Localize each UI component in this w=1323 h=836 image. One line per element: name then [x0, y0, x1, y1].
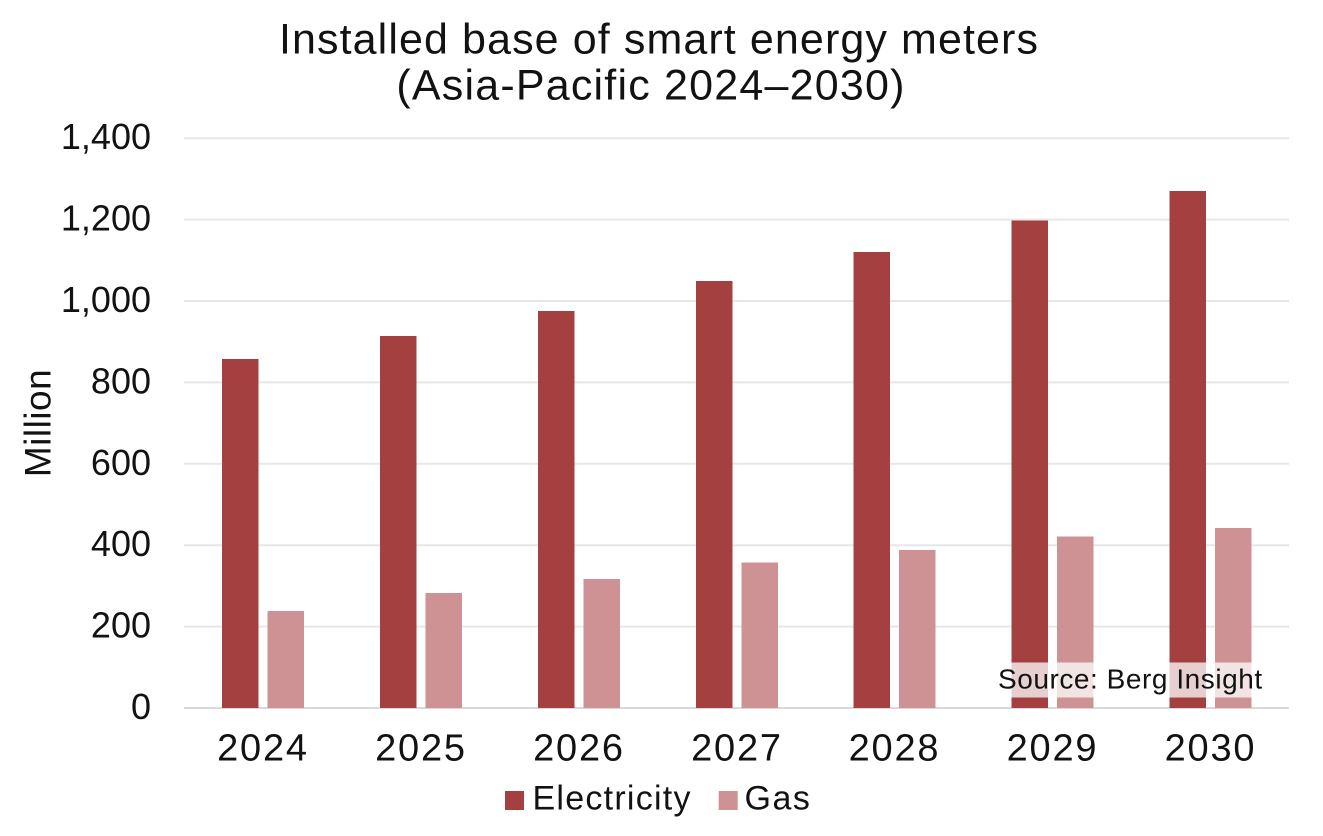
svg-text:Source: Berg Insight: Source: Berg Insight [998, 664, 1263, 695]
svg-text:Electricity: Electricity [533, 780, 692, 818]
svg-text:1,200: 1,200 [61, 198, 151, 239]
svg-text:2029: 2029 [1007, 728, 1099, 770]
svg-text:2024: 2024 [217, 728, 309, 770]
svg-text:Installed base of smart energy: Installed base of smart energy meters [279, 16, 1039, 64]
svg-text:2030: 2030 [1165, 728, 1257, 770]
svg-text:2027: 2027 [691, 728, 783, 770]
svg-text:(Asia-Pacific 2024–2030): (Asia-Pacific 2024–2030) [396, 62, 905, 110]
svg-text:2028: 2028 [849, 728, 941, 770]
svg-text:200: 200 [91, 605, 151, 646]
svg-text:0: 0 [131, 686, 151, 727]
svg-text:Million: Million [18, 369, 59, 477]
svg-text:Gas: Gas [745, 780, 812, 818]
svg-text:600: 600 [91, 442, 151, 483]
svg-text:1,000: 1,000 [61, 279, 151, 320]
svg-text:800: 800 [91, 360, 151, 401]
svg-text:2026: 2026 [533, 728, 625, 770]
svg-text:2025: 2025 [375, 728, 467, 770]
svg-text:400: 400 [91, 523, 151, 564]
svg-text:1,400: 1,400 [61, 116, 151, 157]
